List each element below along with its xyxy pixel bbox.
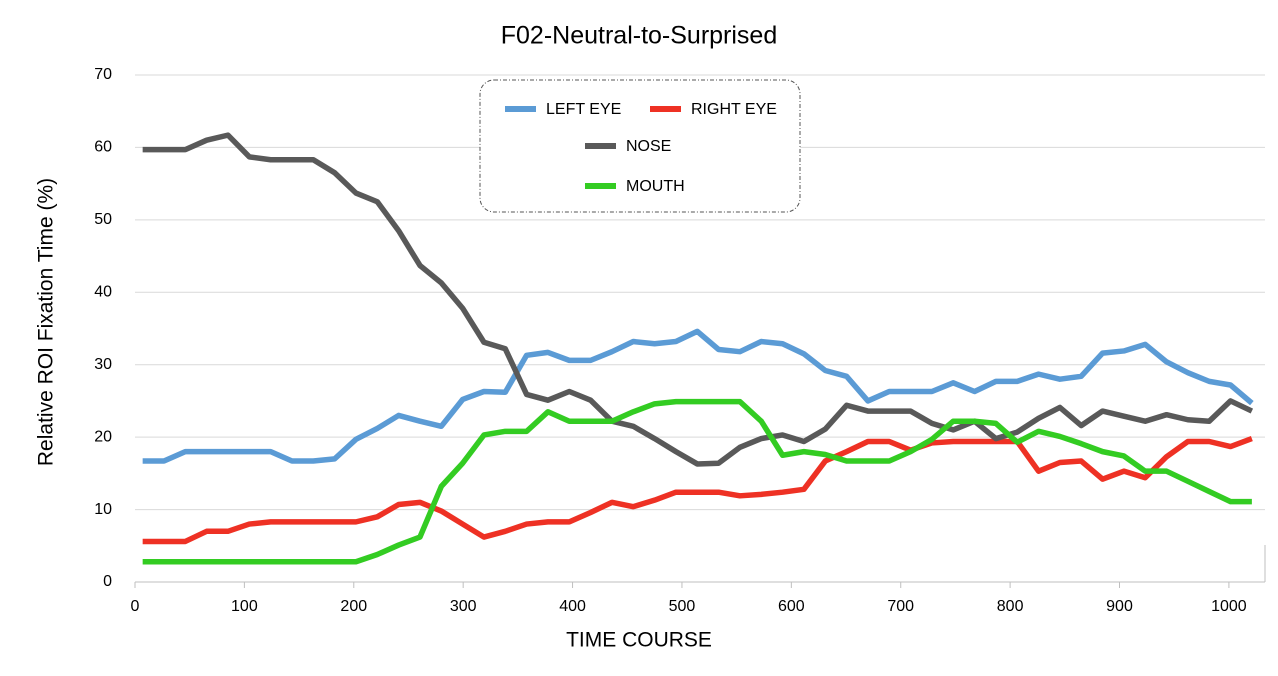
- x-tick-label: 0: [131, 598, 140, 615]
- x-axis-label: TIME COURSE: [566, 629, 712, 652]
- y-axis-label: Relative ROI Fixation Time (%): [35, 178, 58, 466]
- x-tick-label: 1000: [1211, 598, 1247, 615]
- series-line: [142, 436, 1253, 545]
- y-tick-label: 0: [103, 573, 112, 590]
- y-tick-label: 20: [94, 428, 112, 445]
- x-tick-label: 700: [887, 598, 914, 615]
- legend-label: RIGHT EYE: [691, 101, 777, 118]
- series-line: [142, 328, 1254, 464]
- x-tick-label: 900: [1106, 598, 1133, 615]
- y-tick-label: 10: [94, 501, 112, 518]
- x-tick-label: 800: [997, 598, 1024, 615]
- x-tick-label: 200: [340, 598, 367, 615]
- x-tick-label: 600: [778, 598, 805, 615]
- legend: LEFT EYE RIGHT EYE NOSE MOUTH: [479, 79, 801, 213]
- series-line: [142, 132, 1254, 467]
- series-line: [142, 398, 1252, 565]
- x-tick-label: 400: [559, 598, 586, 615]
- legend-label: MOUTH: [626, 178, 685, 195]
- x-tick-label: 500: [669, 598, 696, 615]
- y-tick-label: 30: [94, 356, 112, 373]
- y-tick-label: 40: [94, 284, 112, 301]
- legend-label: LEFT EYE: [546, 101, 621, 118]
- x-tick-label: 300: [450, 598, 477, 615]
- x-tick-label: 100: [231, 598, 258, 615]
- chart-title: F02-Neutral-to-Surprised: [501, 22, 778, 50]
- legend-label: NOSE: [626, 138, 671, 155]
- y-tick-label: 70: [94, 66, 112, 83]
- legend-box: [479, 79, 801, 213]
- y-tick-label: 50: [94, 211, 112, 228]
- y-tick-label: 60: [94, 139, 112, 156]
